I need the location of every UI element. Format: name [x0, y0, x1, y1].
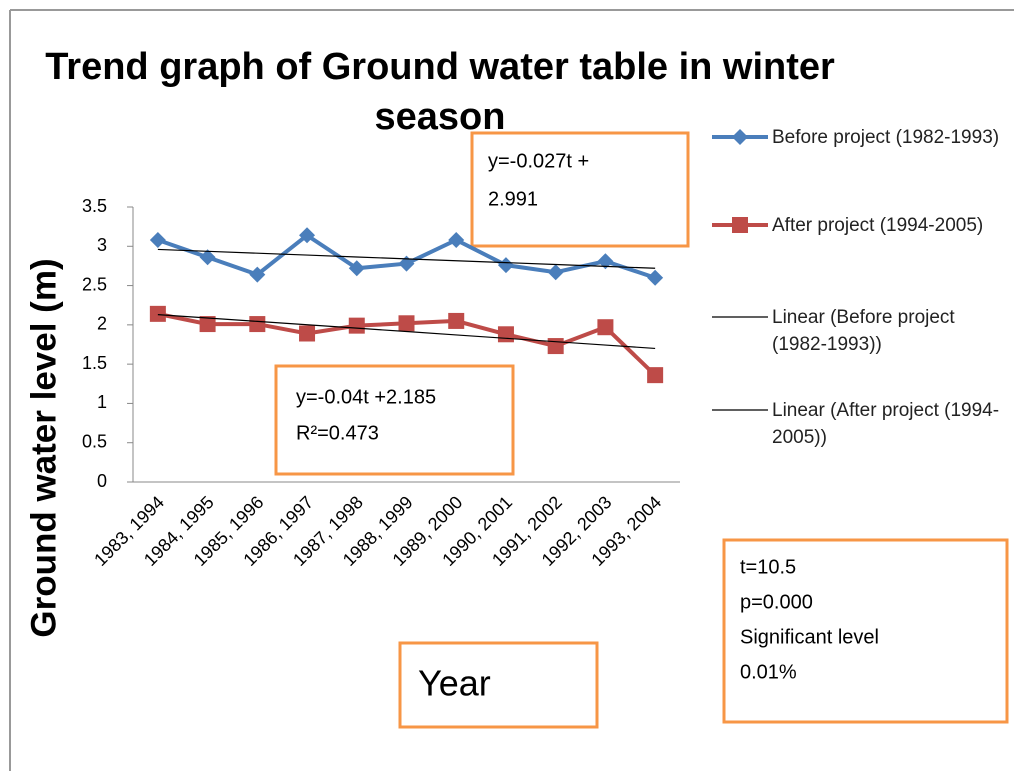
y-tick-label: 0	[97, 471, 107, 491]
annotation: y=-0.027t +	[488, 150, 589, 172]
y-tick-label: 0.5	[82, 431, 107, 451]
legend-marker	[732, 129, 748, 145]
data-point	[199, 316, 216, 333]
data-point	[547, 264, 564, 281]
data-point	[497, 326, 514, 343]
annotation: t=10.5	[740, 556, 796, 578]
data-point	[597, 319, 614, 336]
annotation-box	[274, 364, 515, 476]
data-point	[299, 325, 316, 342]
y-tick-label: 1	[97, 392, 107, 412]
y-tick-label: 3	[97, 235, 107, 255]
data-point	[149, 305, 166, 322]
y-tick-label: 3.5	[82, 196, 107, 216]
legend-label: After project (1994-2005)	[772, 215, 984, 236]
data-point	[249, 316, 266, 333]
annotation: y=-0.04t +2.185	[296, 386, 436, 408]
data-point	[348, 317, 365, 334]
y-tick-label: 1.5	[82, 353, 107, 373]
legend-label: Before project (1982-1993)	[772, 127, 1000, 148]
data-point	[199, 249, 216, 266]
data-point	[348, 260, 365, 277]
legend-marker	[732, 217, 748, 233]
data-point	[398, 315, 415, 332]
annotation-box	[470, 131, 690, 248]
y-axis-label: Ground water level (m)	[24, 258, 63, 637]
y-tick-label: 2.5	[82, 274, 107, 294]
data-point	[547, 338, 564, 355]
data-point	[448, 312, 465, 329]
data-point	[448, 232, 465, 248]
annotation: Significant level	[740, 626, 879, 648]
legend-label: Linear (Before project (1982-1993))	[772, 307, 955, 355]
data-point	[398, 255, 415, 272]
x-label-box	[398, 641, 599, 729]
series-line	[157, 314, 656, 350]
annotation: 0.01%	[740, 661, 797, 683]
data-point	[647, 269, 664, 286]
legend-label: Linear (After project (1994-2005))	[772, 400, 1000, 448]
y-tick-label: 2	[97, 314, 107, 334]
chart-title: Trend graph of Ground water table in win…	[45, 46, 835, 138]
series-line	[157, 248, 656, 269]
data-point	[497, 257, 514, 274]
annotation: R²=0.473	[296, 422, 379, 444]
data-point	[647, 367, 664, 384]
data-point	[597, 253, 614, 270]
annotation: 2.991	[488, 188, 538, 210]
annotation-box	[722, 538, 1009, 724]
data-point	[299, 227, 316, 244]
data-point	[249, 266, 266, 283]
data-point	[149, 232, 166, 248]
annotation: p=0.000	[740, 591, 813, 613]
x-axis-label: Year	[418, 663, 491, 704]
